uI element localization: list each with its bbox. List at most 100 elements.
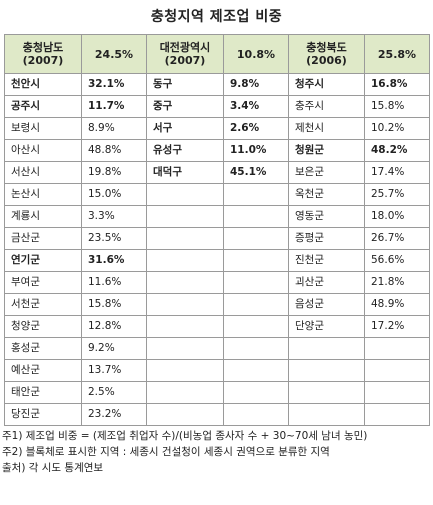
share-value-cell: 3.4%: [223, 95, 289, 118]
share-value-cell: 17.2%: [364, 315, 430, 338]
table-row: 금산군 23.5% 증평군 26.7%: [4, 227, 430, 250]
region-name-cell: 부여군: [4, 271, 82, 294]
page-title: 충청지역 제조업 비중: [150, 9, 283, 25]
region-name-cell: 증평군: [288, 227, 365, 250]
share-value-cell: 2.5%: [81, 381, 147, 404]
share-value-cell: [223, 271, 289, 294]
share-value-cell: 11.6%: [81, 271, 147, 294]
table-row: 천안시 32.1% 동구 9.8% 청주시 16.8%: [4, 73, 430, 96]
region-name-cell: 당진군: [4, 403, 82, 426]
region-name-cell: 서산시: [4, 161, 82, 184]
share-value-cell: 25.7%: [364, 183, 430, 206]
table-row: 예산군 13.7%: [4, 359, 430, 382]
region-name-cell: 단양군: [288, 315, 365, 338]
share-value-cell: 21.8%: [364, 271, 430, 294]
region-name-cell: [146, 183, 224, 206]
region-name-cell: [146, 271, 224, 294]
table-row: 공주시 11.7% 중구 3.4% 충주시 15.8%: [4, 95, 430, 118]
region-name-cell: 보은군: [288, 161, 365, 184]
region-name-cell: 공주시: [4, 95, 82, 118]
region-name-cell: 충주시: [288, 95, 365, 118]
share-value-cell: 23.2%: [81, 403, 147, 426]
share-value-cell: 16.8%: [364, 73, 430, 96]
table-row: 계룡시 3.3% 영동군 18.0%: [4, 205, 430, 228]
share-value-cell: 48.9%: [364, 293, 430, 316]
share-value-cell: 45.1%: [223, 161, 289, 184]
region-name-cell: 서천군: [4, 293, 82, 316]
share-value-cell: 8.9%: [81, 117, 147, 140]
share-value-cell: 48.8%: [81, 139, 147, 162]
region-name-cell: 아산시: [4, 139, 82, 162]
table-row: 당진군 23.2%: [4, 403, 430, 426]
share-value-cell: [223, 403, 289, 426]
share-value-cell: 9.2%: [81, 337, 147, 360]
table-row: 태안군 2.5%: [4, 381, 430, 404]
share-value-cell: 15.8%: [364, 95, 430, 118]
region-name-cell: [288, 337, 365, 360]
share-value-cell: 48.2%: [364, 139, 430, 162]
header-pct-daejeon: 10.8%: [223, 34, 289, 74]
share-value-cell: 31.6%: [81, 249, 147, 272]
table-row: 연기군 31.6% 진천군 56.6%: [4, 249, 430, 272]
share-value-cell: [223, 315, 289, 338]
share-value-cell: 32.1%: [81, 73, 147, 96]
region-name-cell: 홍성군: [4, 337, 82, 360]
share-value-cell: [364, 381, 430, 404]
region-name-cell: 청원군: [288, 139, 365, 162]
region-name-cell: 영동군: [288, 205, 365, 228]
region-name-cell: 청주시: [288, 73, 365, 96]
share-value-cell: 11.0%: [223, 139, 289, 162]
region-name-cell: 청양군: [4, 315, 82, 338]
region-name-cell: 괴산군: [288, 271, 365, 294]
region-name-cell: 대덕구: [146, 161, 224, 184]
footnote-2: 주2) 블록체로 표시한 지역 : 세종시 건설청이 세종시 권역으로 분류한 …: [2, 446, 330, 458]
share-value-cell: [223, 381, 289, 404]
region-name-cell: 옥천군: [288, 183, 365, 206]
footnotes: 주1) 제조업 비중 = (제조업 취업자 수)/(비농업 종사자 수 + 30…: [2, 428, 432, 476]
region-name-cell: 태안군: [4, 381, 82, 404]
share-value-cell: 10.2%: [364, 117, 430, 140]
share-value-cell: 13.7%: [81, 359, 147, 382]
region-name-cell: 연기군: [4, 249, 82, 272]
region-name-cell: 보령시: [4, 117, 82, 140]
share-value-cell: 15.8%: [81, 293, 147, 316]
share-value-cell: [223, 183, 289, 206]
share-value-cell: 18.0%: [364, 205, 430, 228]
header-region-daejeon: 대전광역시 (2007): [146, 34, 224, 74]
region-name-cell: 유성구: [146, 139, 224, 162]
region-name-cell: 금산군: [4, 227, 82, 250]
share-value-cell: 12.8%: [81, 315, 147, 338]
table-row: 서천군 15.8% 음성군 48.9%: [4, 293, 430, 316]
region-name-cell: 예산군: [4, 359, 82, 382]
share-value-cell: [223, 205, 289, 228]
table-row: 홍성군 9.2%: [4, 337, 430, 360]
table-row: 보령시 8.9% 서구 2.6% 제천시 10.2%: [4, 117, 430, 140]
share-value-cell: 15.0%: [81, 183, 147, 206]
source-note: 출처) 각 시도 통계연보: [2, 462, 104, 474]
region-name-cell: [288, 403, 365, 426]
region-name-cell: [146, 359, 224, 382]
table-row: 부여군 11.6% 괴산군 21.8%: [4, 271, 430, 294]
share-value-cell: 11.7%: [81, 95, 147, 118]
table-row: 서산시 19.8% 대덕구 45.1% 보은군 17.4%: [4, 161, 430, 184]
region-name-cell: 중구: [146, 95, 224, 118]
region-name-cell: [146, 337, 224, 360]
share-value-cell: [223, 359, 289, 382]
region-name-cell: 천안시: [4, 73, 82, 96]
share-value-cell: 23.5%: [81, 227, 147, 250]
region-name-cell: [146, 249, 224, 272]
share-value-cell: [223, 249, 289, 272]
region-name-cell: 논산시: [4, 183, 82, 206]
region-name-cell: 계룡시: [4, 205, 82, 228]
share-value-cell: [364, 359, 430, 382]
share-value-cell: 17.4%: [364, 161, 430, 184]
share-value-cell: [223, 337, 289, 360]
header-region-chungbuk: 충청북도 (2006): [288, 34, 365, 74]
table-row: 논산시 15.0% 옥천군 25.7%: [4, 183, 430, 206]
share-value-cell: 9.8%: [223, 73, 289, 96]
table-row: 청양군 12.8% 단양군 17.2%: [4, 315, 430, 338]
region-name-cell: 진천군: [288, 249, 365, 272]
header-pct-chungbuk: 25.8%: [364, 34, 430, 74]
share-value-cell: 56.6%: [364, 249, 430, 272]
region-name-cell: [146, 381, 224, 404]
